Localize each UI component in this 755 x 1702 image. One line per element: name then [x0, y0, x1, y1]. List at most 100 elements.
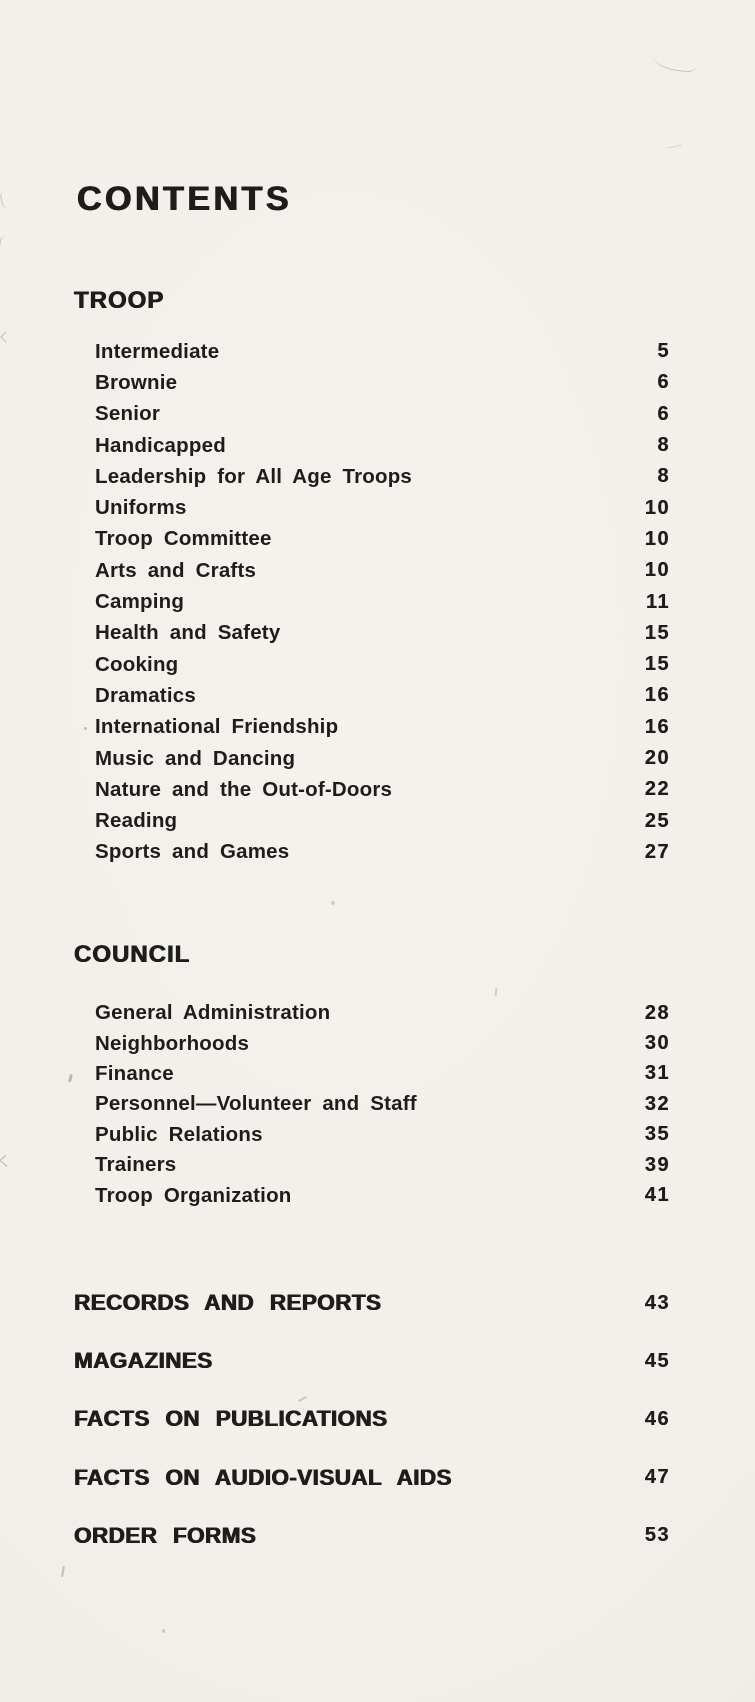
toc-row: Handicapped 8	[95, 430, 670, 461]
toc-row: International Friendship 16	[95, 712, 670, 743]
toc-entry-label: Trainers	[95, 1153, 177, 1177]
toc-row: Music and Dancing 20	[95, 743, 670, 774]
toc-page-number: 47	[644, 1466, 670, 1489]
toc-page-number: 27	[644, 840, 670, 863]
toc-row: Health and Safety 15	[95, 618, 670, 649]
toc-entry-label: Neighborhoods	[95, 1031, 250, 1055]
toc-page-number: 16	[644, 715, 670, 738]
toc-page-number: 6	[657, 371, 670, 394]
toc-entry-label: Uniforms	[95, 496, 187, 520]
toc-page-number: 22	[644, 778, 670, 801]
toc-entry-label: FACTS ON PUBLICATIONS	[74, 1406, 388, 1432]
toc-entry-label: Personnel—Volunteer and Staff	[95, 1092, 417, 1116]
toc-page-number: 8	[657, 465, 670, 488]
toc-row: Leadership for All Age Troops 8	[95, 461, 670, 492]
toc-entry-label: Troop Organization	[95, 1183, 292, 1207]
scan-artifact	[61, 1565, 65, 1578]
toc-entry-label: Leadership for All Age Troops	[95, 464, 413, 488]
toc-page-number: 30	[644, 1032, 670, 1055]
toc-row: General Administration 28	[95, 998, 670, 1028]
toc-entry-label: Brownie	[95, 370, 178, 394]
scan-artifact	[331, 901, 335, 905]
toc-page-number: 39	[644, 1153, 670, 1176]
toc-page-number: 15	[644, 621, 670, 644]
toc-entry-label: Health and Safety	[95, 621, 281, 645]
toc-row: FACTS ON PUBLICATIONS 46	[74, 1390, 670, 1448]
toc-entry-label: FACTS ON AUDIO-VISUAL AIDS	[74, 1464, 452, 1490]
toc-row: Nature and the Out-of-Doors 22	[95, 774, 670, 805]
toc-entry-label: Music and Dancing	[95, 746, 296, 770]
toc-row: Camping 11	[95, 586, 670, 617]
toc-entry-label: Senior	[95, 402, 160, 426]
toc-entry-label: Finance	[95, 1061, 174, 1085]
toc-page-number: 11	[645, 590, 670, 613]
toc-row: MAGAZINES 45	[74, 1332, 670, 1390]
toc-page-number: 28	[644, 1001, 670, 1024]
toc-entry-label: RECORDS AND REPORTS	[74, 1290, 382, 1316]
toc-entry-label: International Friendship	[95, 715, 339, 739]
toc-row: Dramatics 16	[95, 680, 670, 711]
scan-artifact	[68, 1073, 73, 1083]
toc-entry-label: ORDER FORMS	[74, 1522, 257, 1548]
toc-entry-label: Sports and Games	[95, 840, 290, 864]
toc-entry-label: General Administration	[95, 1001, 331, 1025]
toc-page-number: 32	[644, 1092, 670, 1115]
toc-row: Personnel—Volunteer and Staff 32	[95, 1089, 670, 1119]
toc-page-number: 6	[657, 402, 670, 425]
toc-row: Finance 31	[95, 1059, 670, 1089]
section-heading-troop: TROOP	[74, 287, 165, 314]
toc-entry-label: Nature and the Out-of-Doors	[95, 777, 393, 801]
toc-page-number: 16	[644, 684, 670, 707]
toc-row: Public Relations 35	[95, 1120, 670, 1150]
scan-artifact	[162, 1629, 165, 1633]
toc-page-number: 10	[644, 496, 670, 519]
toc-entry-label: Arts and Crafts	[95, 558, 257, 582]
scan-artifact	[651, 54, 697, 73]
toc-page-number: 31	[644, 1062, 670, 1085]
toc-entry-label: Cooking	[95, 652, 179, 676]
toc-row: Brownie 6	[95, 367, 670, 398]
toc-entry-label: Dramatics	[95, 683, 196, 707]
toc-entry-label: Intermediate	[95, 339, 220, 363]
scan-artifact	[84, 727, 87, 730]
toc-row: Arts and Crafts 10	[95, 555, 670, 586]
toc-page-number: 25	[644, 809, 670, 832]
toc-entry-label: Camping	[95, 590, 185, 614]
toc-row: ORDER FORMS 53	[74, 1507, 670, 1565]
toc-row: Reading 25	[95, 805, 670, 836]
scan-artifact	[0, 331, 12, 343]
toc-row: Senior 6	[95, 399, 670, 430]
toc-page-number: 5	[657, 340, 670, 363]
toc-page-number: 10	[644, 559, 670, 582]
toc-entry-label: Public Relations	[95, 1122, 263, 1146]
page-title: CONTENTS	[77, 180, 292, 218]
toc-row: FACTS ON AUDIO-VISUAL AIDS 47	[74, 1449, 670, 1507]
toc-entry-label: Handicapped	[95, 433, 226, 457]
toc-page-number: 45	[644, 1349, 670, 1372]
toc-page-number: 41	[644, 1184, 670, 1207]
toc-page-number: 20	[644, 747, 670, 769]
toc-row: Trainers 39	[95, 1150, 670, 1180]
toc-row: Sports and Games 27	[95, 837, 670, 868]
toc-page-number: 10	[644, 527, 670, 550]
toc-row: Troop Committee 10	[95, 524, 670, 555]
toc-entry-label: MAGAZINES	[74, 1348, 213, 1374]
toc-page-number: 8	[657, 434, 670, 457]
toc-row: RECORDS AND REPORTS 43	[74, 1274, 670, 1332]
toc-page-number: 43	[644, 1291, 670, 1314]
toc-row: Cooking 15	[95, 649, 670, 680]
section-heading-council: COUNCIL	[74, 941, 191, 968]
toc-page-number: 53	[644, 1524, 670, 1547]
major-entry-list: RECORDS AND REPORTS 43 MAGAZINES 45 FACTS ON…	[74, 1274, 670, 1565]
troop-item-list: Intermediate 5 Brownie 6 Senior 6 Handicapped 8…	[95, 336, 670, 868]
scan-artifact	[0, 235, 8, 247]
toc-row: Neighborhoods 30	[95, 1028, 670, 1058]
council-item-list: General Administration 28 Neighborhoods 30 F…	[95, 998, 670, 1211]
scan-artifact	[667, 144, 683, 153]
toc-entry-label: Reading	[95, 809, 178, 833]
toc-row: Intermediate 5	[95, 336, 670, 367]
toc-row: Troop Organization 41	[95, 1180, 670, 1210]
toc-entry-label: Troop Committee	[95, 527, 272, 551]
scan-artifact	[0, 1155, 13, 1167]
